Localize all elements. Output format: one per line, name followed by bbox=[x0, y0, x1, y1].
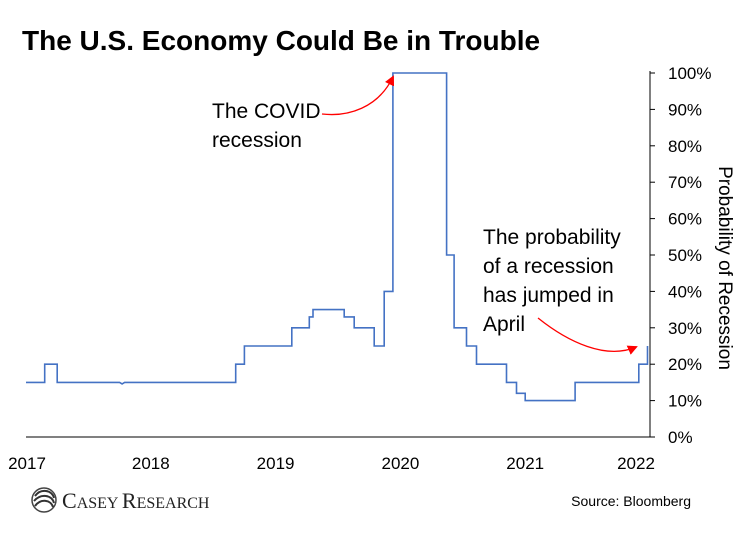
annotation-april-line-1: The probability bbox=[483, 226, 621, 249]
y-tick-label: 30% bbox=[668, 319, 702, 338]
annotation-covid-line-1: The COVID bbox=[212, 100, 321, 123]
annotation-covid-line-2: recession bbox=[212, 129, 302, 152]
annotation-covid: The COVID recession bbox=[212, 75, 395, 152]
brand-rest-2: ESEARCH bbox=[137, 495, 210, 512]
annotation-april-line-2: of a recession bbox=[483, 255, 614, 278]
x-tick-label: 2020 bbox=[381, 454, 419, 473]
recession-probability-line bbox=[26, 72, 649, 402]
y-tick-label: 80% bbox=[668, 137, 702, 156]
y-tick-label: 10% bbox=[668, 392, 702, 411]
y-tick-label: 100% bbox=[668, 64, 711, 83]
source-note: Source: Bloomberg bbox=[571, 493, 691, 509]
plot-frame bbox=[26, 71, 651, 438]
annotation-april: The probability of a recession has jumpe… bbox=[483, 226, 638, 355]
casey-research-logo: CASEY RESEARCH bbox=[31, 487, 210, 513]
swirl-logo-icon bbox=[31, 487, 57, 513]
y-tick-label: 0% bbox=[668, 428, 693, 447]
y-tick-label: 70% bbox=[668, 173, 702, 192]
brand-big-r: R bbox=[122, 488, 137, 513]
y-tick-label: 40% bbox=[668, 282, 702, 301]
y-tick-label: 50% bbox=[668, 246, 702, 265]
x-tick-label: 2022 bbox=[617, 454, 655, 473]
annotation-covid-arrow bbox=[321, 75, 395, 116]
brand-big-c: C bbox=[62, 488, 77, 513]
chart-title: The U.S. Economy Could Be in Trouble bbox=[22, 25, 540, 56]
x-axis-ticks: 2017 2018 2019 2020 2021 2022 bbox=[8, 454, 655, 473]
y-tick-label: 90% bbox=[668, 100, 702, 119]
y-tick-label: 20% bbox=[668, 355, 702, 374]
x-tick-label: 2019 bbox=[257, 454, 295, 473]
annotation-april-line-4: April bbox=[483, 313, 525, 336]
annotation-april-line-3: has jumped in bbox=[483, 284, 614, 307]
annotation-april-arrow bbox=[537, 317, 638, 355]
y-tick-label: 60% bbox=[668, 210, 702, 229]
x-tick-label: 2018 bbox=[132, 454, 170, 473]
brand-rest-1: ASEY bbox=[77, 495, 122, 512]
x-tick-label: 2017 bbox=[8, 454, 46, 473]
x-tick-label: 2021 bbox=[506, 454, 544, 473]
y-axis-label: Probability of Recession bbox=[714, 166, 735, 370]
y-axis-ticks: 0% 10% 20% 30% 40% 50% 60% 70% 80% 90% 100% bbox=[650, 64, 711, 447]
brand-wordmark: CASEY RESEARCH bbox=[62, 488, 210, 513]
